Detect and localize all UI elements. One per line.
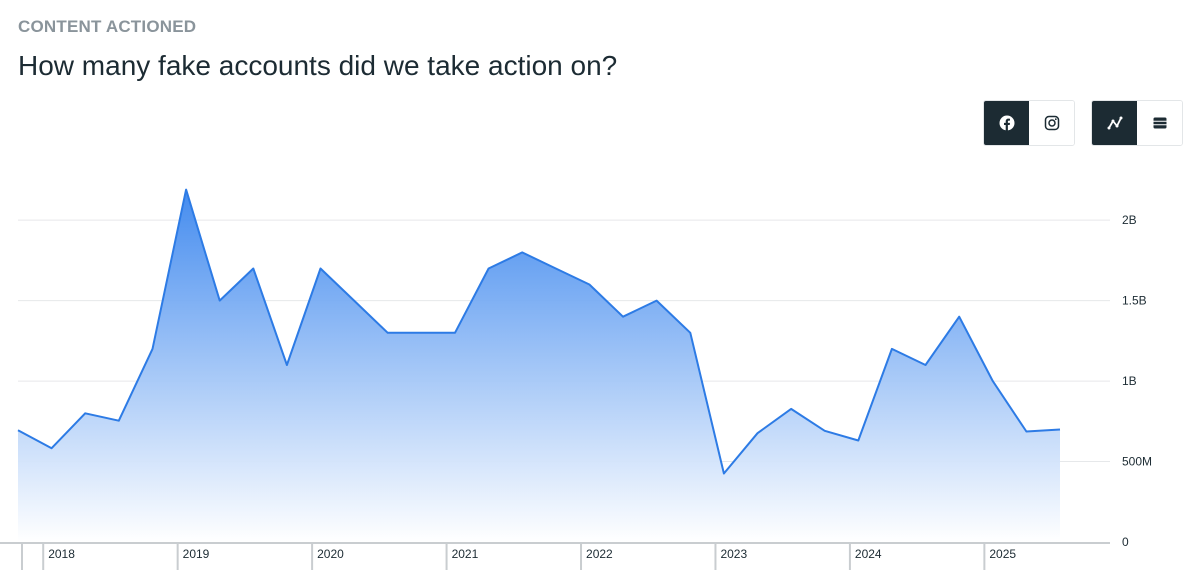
x-tick-label: 2023	[720, 547, 747, 561]
instagram-icon	[1044, 115, 1059, 131]
table-button[interactable]	[1137, 101, 1182, 145]
instagram-button[interactable]	[1029, 101, 1074, 145]
x-tick-label: 2018	[48, 547, 75, 561]
y-tick-label: 0	[1122, 535, 1129, 549]
x-tick-label: 2024	[855, 547, 882, 561]
line-chart-button[interactable]	[1092, 101, 1137, 145]
y-tick-label: 2B	[1122, 213, 1137, 227]
y-tick-label: 500M	[1122, 455, 1152, 469]
platform-toggle	[983, 100, 1075, 146]
view-toggle	[1091, 100, 1183, 146]
facebook-button[interactable]	[984, 101, 1029, 145]
y-tick-label: 1.5B	[1122, 294, 1147, 308]
line-chart-icon	[1107, 116, 1122, 130]
facebook-icon	[999, 115, 1014, 131]
y-tick-label: 1B	[1122, 374, 1137, 388]
section-eyebrow: CONTENT ACTIONED	[18, 17, 197, 36]
x-tick-label: 2025	[989, 547, 1016, 561]
table-icon	[1153, 117, 1166, 129]
x-tick-label: 2019	[183, 547, 210, 561]
fake-accounts-area-chart: 0 500M 1B 1.5B 2B 2018 2019 2020 2021 2022 2023 20…	[0, 188, 1152, 570]
page-title: How many fake accounts did we take actio…	[18, 50, 618, 81]
series-area-fill	[18, 189, 1060, 542]
x-tick-label: 2020	[317, 547, 344, 561]
series-line	[17, 188, 1061, 475]
x-tick-label: 2021	[452, 547, 479, 561]
x-tick-label: 2022	[586, 547, 613, 561]
